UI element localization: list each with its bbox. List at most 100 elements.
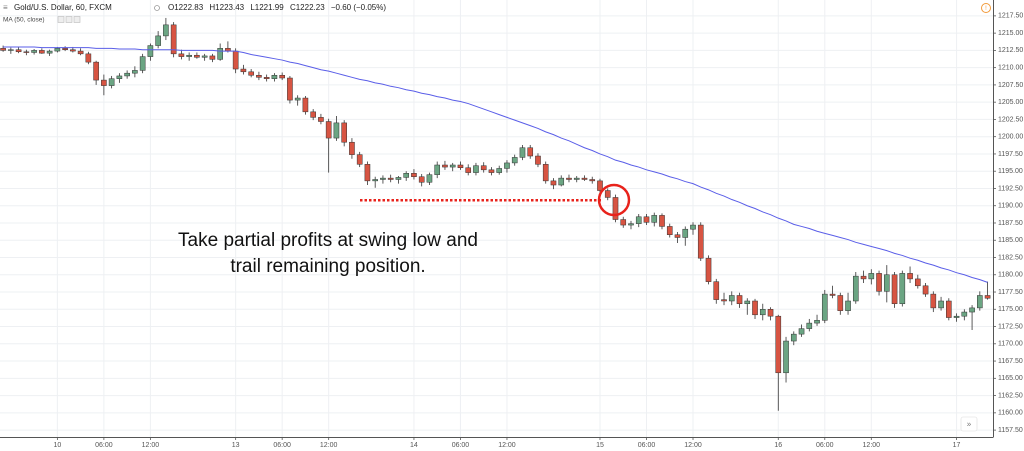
candle-body <box>946 300 952 318</box>
chart-title: Gold/U.S. Dollar, 60, FXCM <box>14 3 112 12</box>
menu-icon[interactable]: ≡ <box>3 3 8 12</box>
candle-body <box>132 70 138 74</box>
candle-body <box>403 173 410 178</box>
candle-body <box>566 177 572 180</box>
candle-body <box>70 49 76 52</box>
candle-body <box>938 300 944 309</box>
candle-body <box>93 61 99 81</box>
candle-body <box>418 176 425 183</box>
candle-body <box>147 45 154 57</box>
candle-body <box>868 273 875 280</box>
candle-body <box>845 300 851 311</box>
candle-body <box>356 154 363 165</box>
candle-body <box>294 97 301 101</box>
candle-body <box>573 177 580 180</box>
candle-body <box>101 79 107 86</box>
x-tick-label: 06:00 <box>273 442 291 449</box>
candle-body <box>767 309 774 317</box>
x-tick-label: 17 <box>953 442 961 449</box>
candle-body <box>589 179 596 182</box>
low-value: 1221.99 <box>255 3 284 12</box>
candle-body <box>511 157 518 164</box>
indicator-button[interactable] <box>57 16 65 23</box>
candle-body <box>248 71 254 76</box>
candle-body <box>604 190 611 198</box>
y-tick-label: 1177.50 <box>998 289 1023 296</box>
x-tick-label: 06:00 <box>452 442 470 449</box>
candle-body <box>372 179 378 182</box>
candle-body <box>790 333 797 342</box>
candle-body <box>240 68 247 73</box>
candle-body <box>139 56 146 71</box>
indicator-label: MA (50, close) <box>3 17 45 24</box>
x-tick-label: 12:00 <box>498 442 516 449</box>
candle-body <box>124 72 130 77</box>
visibility-icon[interactable] <box>154 5 160 11</box>
candle-body <box>907 273 913 280</box>
alert-icon[interactable] <box>981 3 991 13</box>
candle-body <box>310 111 316 118</box>
candle-body <box>116 75 123 79</box>
candle-body <box>961 311 968 317</box>
candle-body <box>85 53 92 63</box>
y-tick-label: 1207.50 <box>998 82 1023 89</box>
y-tick-label: 1212.50 <box>998 47 1023 54</box>
candle-body <box>473 165 479 173</box>
candle-body <box>31 50 37 53</box>
candle-body <box>62 48 68 50</box>
candle-body <box>705 257 712 282</box>
y-tick-label: 1167.50 <box>998 358 1023 365</box>
candle-body <box>829 293 836 296</box>
x-tick-label: 12:00 <box>142 442 160 449</box>
candle-body <box>465 167 472 173</box>
open-value: 1222.83 <box>174 3 203 12</box>
candle-body <box>814 320 820 324</box>
open-label: O <box>168 3 174 12</box>
indicator-button[interactable] <box>65 16 73 23</box>
y-tick-label: 1175.00 <box>998 306 1023 313</box>
candle-body <box>876 273 882 292</box>
candle-body <box>279 74 285 79</box>
candle-body <box>155 35 161 46</box>
high-label: H <box>209 3 215 12</box>
y-tick-label: 1185.00 <box>998 237 1023 244</box>
y-tick-label: 1195.00 <box>998 168 1023 175</box>
candle-body <box>620 219 627 226</box>
candle-body <box>349 141 355 155</box>
candle-body <box>690 224 696 230</box>
candle-body <box>333 122 340 139</box>
candle-body <box>899 273 906 305</box>
candle-body <box>8 49 14 51</box>
candle-body <box>558 177 565 186</box>
y-tick-label: 1217.50 <box>998 13 1023 20</box>
ohlc-header: O1222.83 H1223.43 L1221.99 C1222.23 −0.6… <box>168 3 386 12</box>
scroll-button[interactable] <box>960 416 978 432</box>
candle-body <box>643 216 650 223</box>
candle-body <box>449 164 456 168</box>
candle-body <box>108 78 115 86</box>
y-tick-label: 1215.00 <box>998 30 1023 37</box>
y-tick-label: 1182.50 <box>998 254 1023 261</box>
candle-body <box>914 278 921 287</box>
annotation-layer: Take partial profits at swing low and tra… <box>178 183 631 277</box>
candle-body <box>457 164 464 169</box>
candle-body <box>821 293 828 321</box>
y-tick-label: 1157.50 <box>998 427 1023 434</box>
candle-body <box>201 55 208 58</box>
candle-body <box>217 48 223 60</box>
axes: 1157.50 1160.00 1162.50 1165.00 1167.50 1170.… <box>53 13 1023 449</box>
header: ≡ Gold/U.S. Dollar, 60, FXCM O1222.83 H1… <box>3 3 386 24</box>
highlight-circle <box>597 183 631 217</box>
y-tick-label: 1202.50 <box>998 116 1023 123</box>
x-tick-label: 14 <box>410 442 418 449</box>
candle-body <box>209 55 216 60</box>
annotation-text: Take partial profits at swing low and <box>178 230 478 251</box>
candle-body <box>542 164 549 182</box>
candle-body <box>163 24 169 37</box>
change: −0.60 (−0.05%) <box>331 3 386 12</box>
candle-body <box>287 77 293 101</box>
indicator-button[interactable] <box>73 16 81 23</box>
candle-body <box>728 295 735 302</box>
candle-body <box>891 274 898 305</box>
candle-body <box>922 285 929 295</box>
